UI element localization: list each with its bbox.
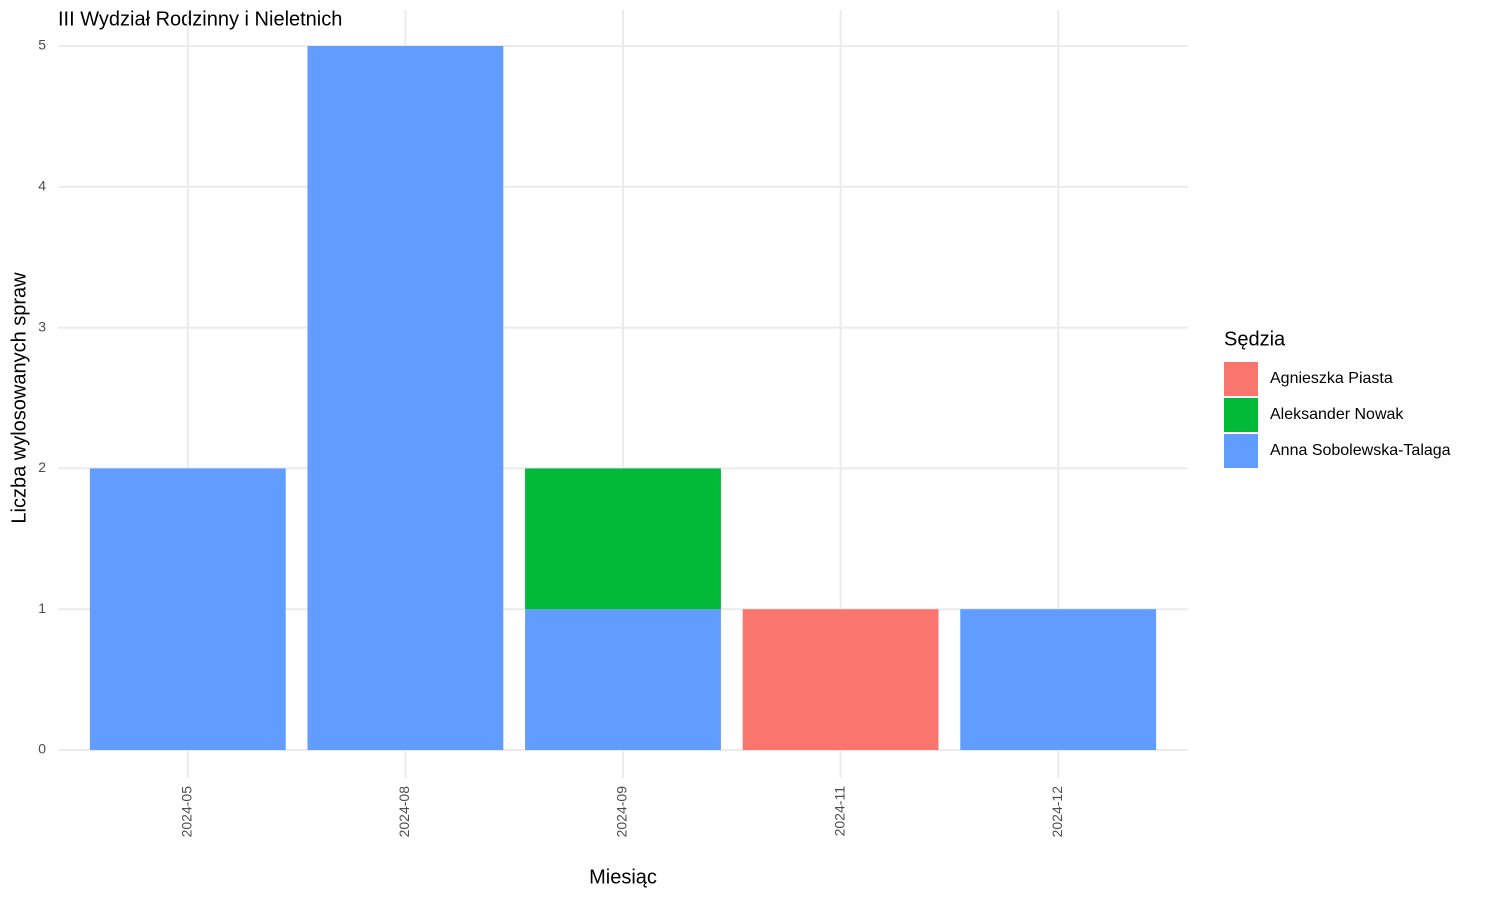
legend-title: Sędzia: [1224, 328, 1286, 350]
y-tick-label: 3: [38, 318, 46, 334]
bar-segment: [525, 468, 721, 610]
bar-segment: [89, 468, 286, 750]
legend-swatch: [1224, 398, 1258, 432]
y-tick-label: 2: [38, 459, 46, 475]
bar-segment: [525, 609, 721, 750]
x-tick-label: 2024-05: [179, 786, 195, 838]
legend-label: Anna Sobolewska-Talaga: [1270, 442, 1451, 459]
bar-segment: [960, 609, 1157, 750]
x-axis-title: Miesiąc: [589, 866, 657, 888]
x-tick-label: 2024-11: [831, 786, 847, 837]
y-tick-label: 1: [38, 600, 46, 616]
x-tick-label: 2024-12: [1049, 786, 1065, 838]
legend-swatch: [1224, 362, 1258, 396]
y-tick-label: 5: [38, 37, 46, 53]
y-tick-label: 4: [38, 178, 46, 194]
x-tick-label: 2024-09: [614, 786, 630, 838]
legend-label: Aleksander Nowak: [1270, 406, 1404, 423]
y-tick-label: 0: [38, 741, 46, 757]
legend-swatch: [1224, 434, 1258, 468]
x-tick-label: 2024-08: [396, 786, 412, 838]
y-axis-title: Liczba wylosowanych spraw: [8, 272, 30, 524]
legend-label: Agnieszka Piasta: [1270, 370, 1393, 387]
bar-segment: [742, 609, 939, 750]
bar-segment: [307, 46, 504, 750]
chart-title: III Wydział Rodzinny i Nieletnich: [58, 8, 342, 30]
